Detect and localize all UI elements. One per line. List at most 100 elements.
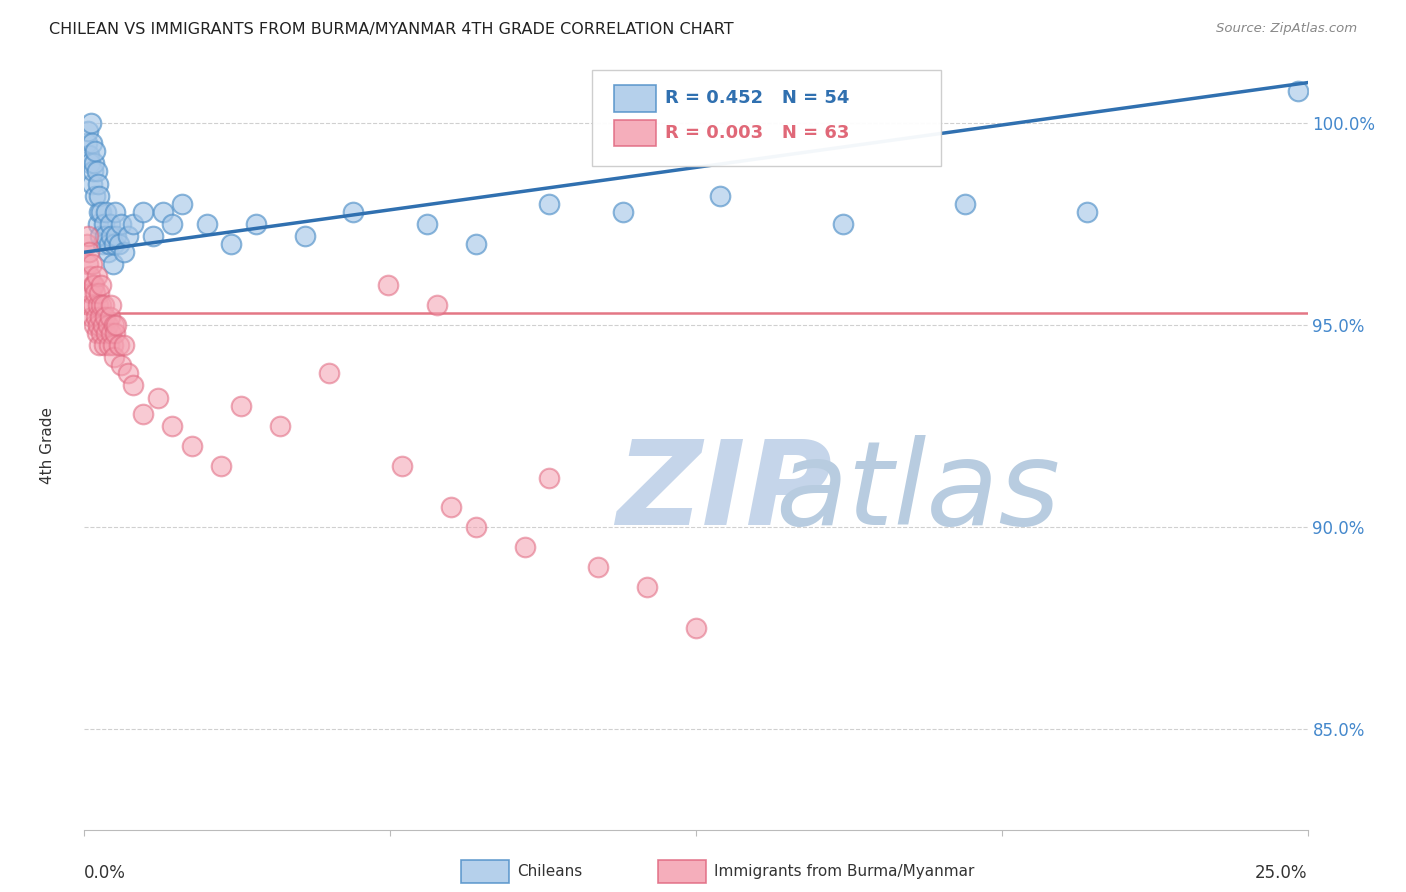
- Point: [105, 229, 128, 244]
- Point: [91, 237, 114, 252]
- Text: Immigrants from Burma/Myanmar: Immigrants from Burma/Myanmar: [714, 864, 974, 879]
- Point: [831, 217, 853, 231]
- Point: [87, 285, 110, 300]
- Point: [79, 269, 101, 284]
- Point: [84, 145, 107, 159]
- Point: [89, 229, 111, 244]
- FancyBboxPatch shape: [614, 120, 655, 146]
- Point: [93, 217, 115, 231]
- Point: [77, 298, 100, 312]
- Point: [152, 204, 174, 219]
- Point: [513, 540, 536, 554]
- Point: [80, 116, 103, 130]
- Point: [464, 237, 486, 252]
- Point: [83, 156, 105, 170]
- Point: [89, 310, 111, 324]
- Point: [82, 164, 104, 178]
- Point: [181, 439, 204, 453]
- Point: [86, 326, 108, 340]
- Point: [1076, 204, 1098, 219]
- Point: [82, 277, 104, 292]
- Point: [93, 338, 115, 352]
- Point: [87, 338, 110, 352]
- Point: [94, 310, 117, 324]
- Point: [96, 326, 118, 340]
- FancyBboxPatch shape: [614, 86, 655, 112]
- Text: ZIP: ZIP: [616, 434, 832, 549]
- Point: [84, 285, 107, 300]
- Point: [80, 136, 103, 151]
- Point: [100, 326, 122, 340]
- Point: [86, 298, 108, 312]
- Point: [122, 217, 145, 231]
- Point: [112, 338, 135, 352]
- Point: [318, 367, 340, 381]
- Point: [105, 318, 128, 332]
- Text: 0.0%: 0.0%: [84, 864, 127, 882]
- Point: [94, 229, 117, 244]
- Point: [86, 164, 108, 178]
- Point: [90, 277, 112, 292]
- Text: 4th Grade: 4th Grade: [41, 408, 55, 484]
- Point: [87, 217, 110, 231]
- Point: [80, 177, 103, 191]
- Text: CHILEAN VS IMMIGRANTS FROM BURMA/MYANMAR 4TH GRADE CORRELATION CHART: CHILEAN VS IMMIGRANTS FROM BURMA/MYANMAR…: [49, 22, 734, 37]
- Point: [172, 196, 194, 211]
- Point: [79, 156, 101, 170]
- Point: [377, 277, 399, 292]
- Point: [77, 124, 100, 138]
- Point: [84, 310, 107, 324]
- Point: [96, 204, 118, 219]
- Point: [80, 310, 103, 324]
- Text: R = 0.003   N = 63: R = 0.003 N = 63: [665, 124, 849, 142]
- Point: [77, 245, 100, 260]
- Point: [612, 204, 634, 219]
- Point: [162, 418, 184, 433]
- Point: [142, 229, 165, 244]
- Point: [636, 580, 658, 594]
- Text: Source: ZipAtlas.com: Source: ZipAtlas.com: [1216, 22, 1357, 36]
- Point: [100, 298, 122, 312]
- Point: [426, 298, 449, 312]
- Point: [112, 245, 135, 260]
- Text: R = 0.452   N = 54: R = 0.452 N = 54: [665, 89, 849, 108]
- Point: [146, 391, 169, 405]
- Text: Chileans: Chileans: [517, 864, 582, 879]
- Point: [98, 310, 121, 324]
- Point: [103, 350, 125, 364]
- Point: [83, 318, 105, 332]
- Point: [77, 229, 100, 244]
- Point: [97, 338, 120, 352]
- Point: [97, 245, 120, 260]
- Point: [101, 257, 124, 271]
- Point: [117, 367, 139, 381]
- Point: [83, 277, 105, 292]
- Point: [87, 318, 110, 332]
- Point: [110, 358, 132, 372]
- Point: [294, 229, 316, 244]
- Point: [1286, 84, 1309, 98]
- Point: [76, 136, 98, 151]
- Point: [100, 229, 122, 244]
- Point: [101, 338, 124, 352]
- Point: [132, 204, 155, 219]
- Point: [132, 407, 155, 421]
- Point: [162, 217, 184, 231]
- Point: [117, 229, 139, 244]
- Point: [391, 459, 413, 474]
- Point: [103, 237, 125, 252]
- FancyBboxPatch shape: [592, 70, 941, 166]
- Point: [87, 177, 110, 191]
- Point: [110, 217, 132, 231]
- Point: [122, 378, 145, 392]
- Point: [209, 459, 232, 474]
- Point: [538, 196, 561, 211]
- Point: [87, 188, 110, 202]
- Point: [416, 217, 439, 231]
- Point: [76, 237, 98, 252]
- Point: [91, 318, 114, 332]
- Point: [82, 298, 104, 312]
- Point: [93, 298, 115, 312]
- Point: [229, 399, 252, 413]
- Point: [464, 520, 486, 534]
